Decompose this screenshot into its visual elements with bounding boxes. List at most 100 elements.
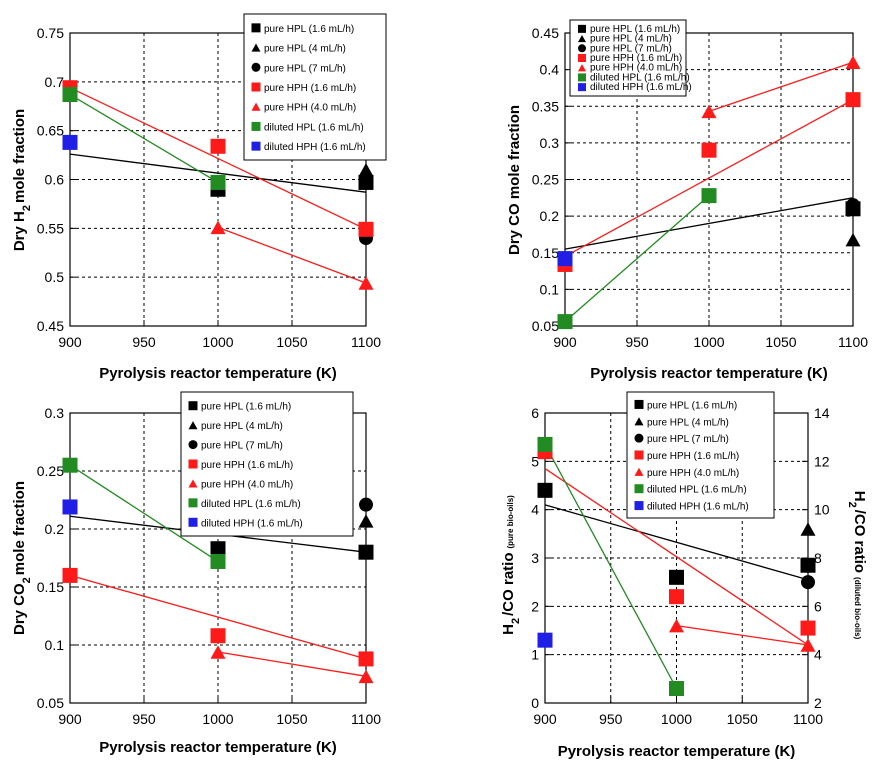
legend-marker <box>188 459 198 469</box>
legend-label: diluted HPL (1.6 mL/h) <box>647 485 747 496</box>
y-tick-label: 0.15 <box>37 579 64 595</box>
y-tick-label: 0.5 <box>45 269 65 285</box>
legend-label: pure HPL (4 mL/h) <box>201 421 283 432</box>
data-point <box>669 618 684 633</box>
legend-label: pure HPH (1.6 mL/h) <box>590 53 682 64</box>
y-axis-label-part: (pure bio-oils) <box>506 495 515 549</box>
legend-label: diluted HPH (1.6 mL/h) <box>590 82 692 93</box>
y-tick-label: 0.45 <box>37 318 64 334</box>
y-tick-label: 0.4 <box>540 62 560 78</box>
y-axis-label: H2/CO ratio (pure bio-oils) <box>500 495 522 635</box>
x-axis-label: Pyrolysis reactor temperature (K) <box>590 365 828 382</box>
trend-line <box>69 153 367 193</box>
chart-panel-bottom-left: 900 950 1000 1050 1100 0.05 0.1 0.15 0.2 0.25 0.3 P… <box>11 391 381 756</box>
data-point <box>210 645 226 659</box>
y-tick-label: 4 <box>531 502 539 518</box>
y-tick-label: 0.05 <box>532 318 559 334</box>
x-tick-label: 950 <box>599 711 623 727</box>
y-tick-label: 0.25 <box>532 172 559 188</box>
y-axis-label-part: mole fraction <box>11 109 28 203</box>
legend-marker <box>578 73 586 82</box>
legend-marker <box>251 62 261 72</box>
y-tick-label: 0.1 <box>45 637 65 653</box>
y2-tick-label: 12 <box>814 453 830 469</box>
x-axis-label: Pyrolysis reactor temperature (K) <box>99 365 337 382</box>
data-point <box>358 544 374 560</box>
x-tick-label: 1000 <box>202 334 233 350</box>
legend-marker <box>634 417 644 426</box>
data-point <box>800 620 816 636</box>
data-point <box>210 220 226 235</box>
legend-marker <box>634 450 644 460</box>
y-tick-label: 0.2 <box>540 208 560 224</box>
legend-label: diluted HPL (1.6 mL/h) <box>201 499 301 510</box>
legend-label: pure HPL (1.6 mL/h) <box>647 400 737 411</box>
legend-marker <box>188 479 198 488</box>
y2-axis-label-part: 2 <box>846 502 858 508</box>
data-point <box>358 162 374 177</box>
legend-marker <box>188 440 198 450</box>
chart-panel-top-left: 900 950 1000 1050 1100 0.45 0.5 0.55 0.6 0.65 0.7 0… <box>11 13 387 382</box>
trend-line <box>544 444 678 689</box>
data-point <box>358 276 374 290</box>
y2-axis-label-part: /CO ratio <box>851 510 868 573</box>
legend: pure HPL (1.6 mL/h)pure HPL (4 mL/h)pure… <box>569 19 692 97</box>
data-point <box>210 174 226 190</box>
data-point <box>557 314 573 330</box>
y-axis-label-part: Dry CO mole fraction <box>506 105 523 255</box>
trend-line <box>217 226 367 284</box>
y-tick-label: 0.05 <box>37 695 64 711</box>
y-tick-label: 5 <box>531 453 539 469</box>
legend: pure HPL (1.6 mL/h)pure HPL (4 mL/h)pure… <box>180 391 354 537</box>
legend-label: diluted HPH (1.6 mL/h) <box>201 518 303 529</box>
y-tick-label: 0.75 <box>37 25 64 41</box>
y-axis-label-part: H <box>500 624 517 635</box>
legend-label: pure HPH (1.6 mL/h) <box>264 83 356 94</box>
y-axis-label-part: 2 <box>510 618 522 624</box>
legend-marker <box>188 498 198 508</box>
y-tick-label: 0.35 <box>532 98 559 114</box>
legend-marker <box>251 43 261 52</box>
y-tick-label: 0.45 <box>532 25 559 41</box>
data-point <box>669 569 684 585</box>
x-tick-label: 900 <box>58 711 82 727</box>
legend-label: pure HPL (7 mL/h) <box>201 441 283 452</box>
legend-label: pure HPL (1.6 mL/h) <box>264 24 354 35</box>
y2-tick-label: 10 <box>814 502 830 518</box>
x-tick-label: 950 <box>625 334 649 350</box>
data-point <box>537 632 553 648</box>
data-point <box>800 638 816 652</box>
y-axis-label: Dry H2 mole fraction <box>11 109 33 251</box>
x-tick-label: 1000 <box>693 334 724 350</box>
y-tick-label: 0.25 <box>37 463 64 479</box>
data-point <box>669 681 684 696</box>
legend-marker <box>634 484 644 494</box>
data-point <box>210 553 226 569</box>
legend-marker <box>578 83 586 92</box>
trend-line <box>544 468 809 646</box>
legend-label: pure HPL (7 mL/h) <box>590 43 672 54</box>
y-axis-label-part: mole fraction <box>11 481 28 575</box>
legend-marker <box>578 44 586 53</box>
data-point <box>669 589 684 605</box>
legend-marker <box>251 82 261 92</box>
y-tick-label: 0.7 <box>45 74 65 90</box>
legend-label: pure HPL (1.6 mL/h) <box>590 24 680 35</box>
legend-box <box>626 391 775 519</box>
y-tick-label: 0.2 <box>45 521 65 537</box>
data-point <box>701 142 717 158</box>
legend-marker <box>578 24 586 33</box>
y-axis-label: Dry CO2 mole fraction <box>11 481 33 635</box>
legend-box <box>180 391 354 537</box>
trend-line <box>69 93 219 183</box>
legend-label: pure HPL (4 mL/h) <box>590 34 672 45</box>
trend-line <box>564 99 854 257</box>
legend-label: pure HPL (4 mL/h) <box>264 44 346 55</box>
x-tick-label: 1000 <box>661 711 692 727</box>
x-tick-label: 900 <box>533 711 557 727</box>
x-tick-label: 1100 <box>793 711 823 727</box>
y2-tick-label: 2 <box>814 695 822 711</box>
legend-marker <box>251 121 261 131</box>
data-point <box>800 557 816 573</box>
trend-line <box>564 195 710 323</box>
